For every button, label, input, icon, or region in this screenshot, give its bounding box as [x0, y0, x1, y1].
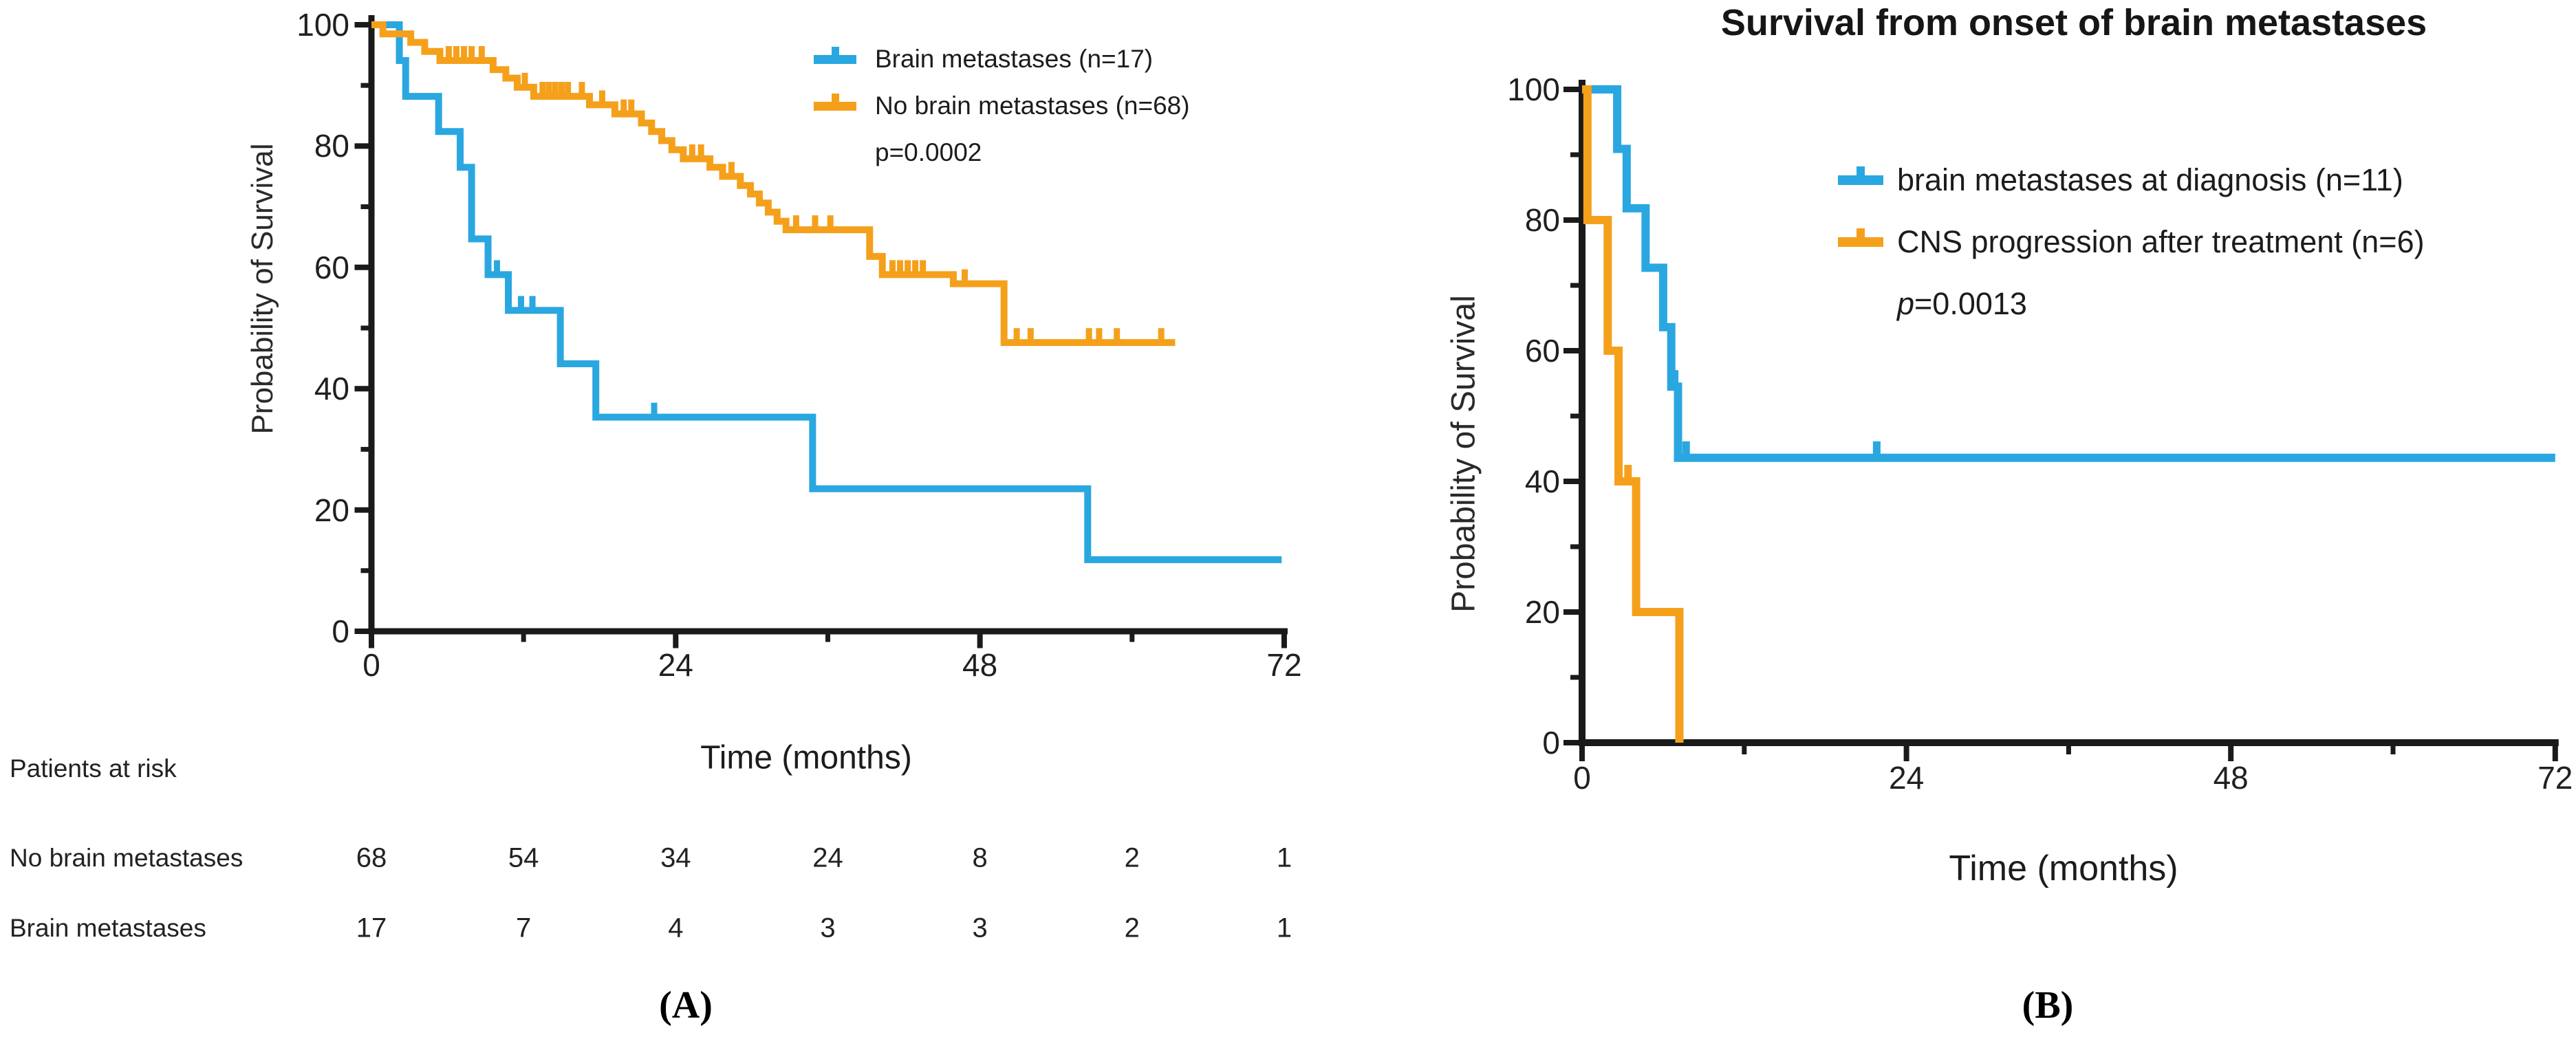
risk-count: 1: [1276, 913, 1292, 943]
panel-B-km-curve-0: [1582, 85, 2555, 462]
panel-B-y-tick-label: 100: [1507, 72, 1560, 107]
legend-marker-censor-tick: [831, 46, 839, 57]
legend-marker-censor-tick: [1857, 166, 1865, 177]
panel-B-y-tick-label: 40: [1524, 463, 1560, 499]
legend-marker-bar: [814, 101, 856, 111]
panel-A-y-tick-label: 80: [314, 128, 349, 164]
panel-b-x-axis-label: Time (months): [1949, 849, 2178, 888]
panel-A-km-curve-0: [371, 21, 1282, 563]
legend-marker-censor-tick: [1857, 228, 1865, 239]
risk-table-row-label-no-brain-metastases: No brain metastases: [10, 844, 243, 872]
panel-B-x-tick-label: 24: [1889, 760, 1925, 796]
panel-B-km-curve-1: [1582, 85, 1684, 743]
panel-B-y-tick-label: 20: [1524, 594, 1560, 630]
risk-table-header: Patients at risk: [10, 754, 177, 783]
panel-a-p-value: p=0.0002: [875, 138, 982, 166]
risk-count: 34: [660, 842, 691, 873]
risk-count: 24: [812, 842, 843, 873]
panel-A-km-curve-1: [371, 21, 1176, 347]
panel-A-x-tick-label: 72: [1266, 647, 1302, 683]
panel-A-y-tick-label: 60: [314, 249, 349, 285]
panel-A-x-tick-label: 48: [962, 647, 998, 683]
risk-count: 8: [972, 842, 988, 873]
legend-b-label-brain-metastases-at-diagnosis: brain metastases at diagnosis (n=11): [1897, 162, 2403, 197]
legend-marker-censor-tick: [831, 93, 839, 104]
panel-A-y-tick-label: 100: [296, 7, 349, 43]
panel-B-y-tick-label: 60: [1524, 333, 1560, 369]
panel-A-x-tick-label: 0: [362, 647, 380, 683]
panel-B-y-tick-label: 0: [1542, 725, 1560, 761]
panel-B-y-tick-label: 80: [1524, 202, 1560, 238]
panel-B-x-tick-label: 0: [1573, 760, 1591, 796]
panel-b-p-value: p=0.0013: [1897, 286, 2027, 321]
panel-A-y-tick-label: 40: [314, 371, 349, 407]
panel-a-x-axis-label: Time (months): [700, 739, 912, 776]
legend-marker-bar: [1838, 237, 1883, 247]
risk-count: 54: [508, 842, 539, 873]
risk-count: 3: [820, 913, 836, 943]
panel-B-x-tick-label: 48: [2213, 760, 2249, 796]
risk-count: 4: [668, 913, 684, 943]
panel-b-title: Survival from onset of brain metastases: [1720, 2, 2427, 43]
risk-count: 2: [1124, 842, 1140, 873]
legend-a-label-no-brain-metastases: No brain metastases (n=68): [875, 91, 1190, 120]
panel-A-y-tick-label: 20: [314, 492, 349, 528]
risk-count: 3: [972, 913, 988, 943]
risk-count: 68: [356, 842, 387, 873]
risk-count: 1: [1276, 842, 1292, 873]
risk-table-row-label-brain-metastases: Brain metastases: [10, 914, 206, 942]
panel-B-x-tick-label: 72: [2537, 760, 2573, 796]
risk-count: 2: [1124, 913, 1140, 943]
legend-a-label-brain-metastases: Brain metastases (n=17): [875, 45, 1154, 73]
panel-b-caption: (B): [2022, 984, 2074, 1027]
panel-A-x-tick-label: 24: [658, 647, 693, 683]
panel-a-caption: (A): [659, 984, 713, 1027]
risk-count: 7: [516, 913, 532, 943]
legend-marker-bar: [1838, 175, 1883, 185]
legend-marker-bar: [814, 54, 856, 64]
panel-A-y-tick-label: 0: [332, 613, 349, 649]
risk-count: 17: [356, 913, 387, 943]
legend-b-label-cns-progression: CNS progression after treatment (n=6): [1897, 224, 2425, 259]
